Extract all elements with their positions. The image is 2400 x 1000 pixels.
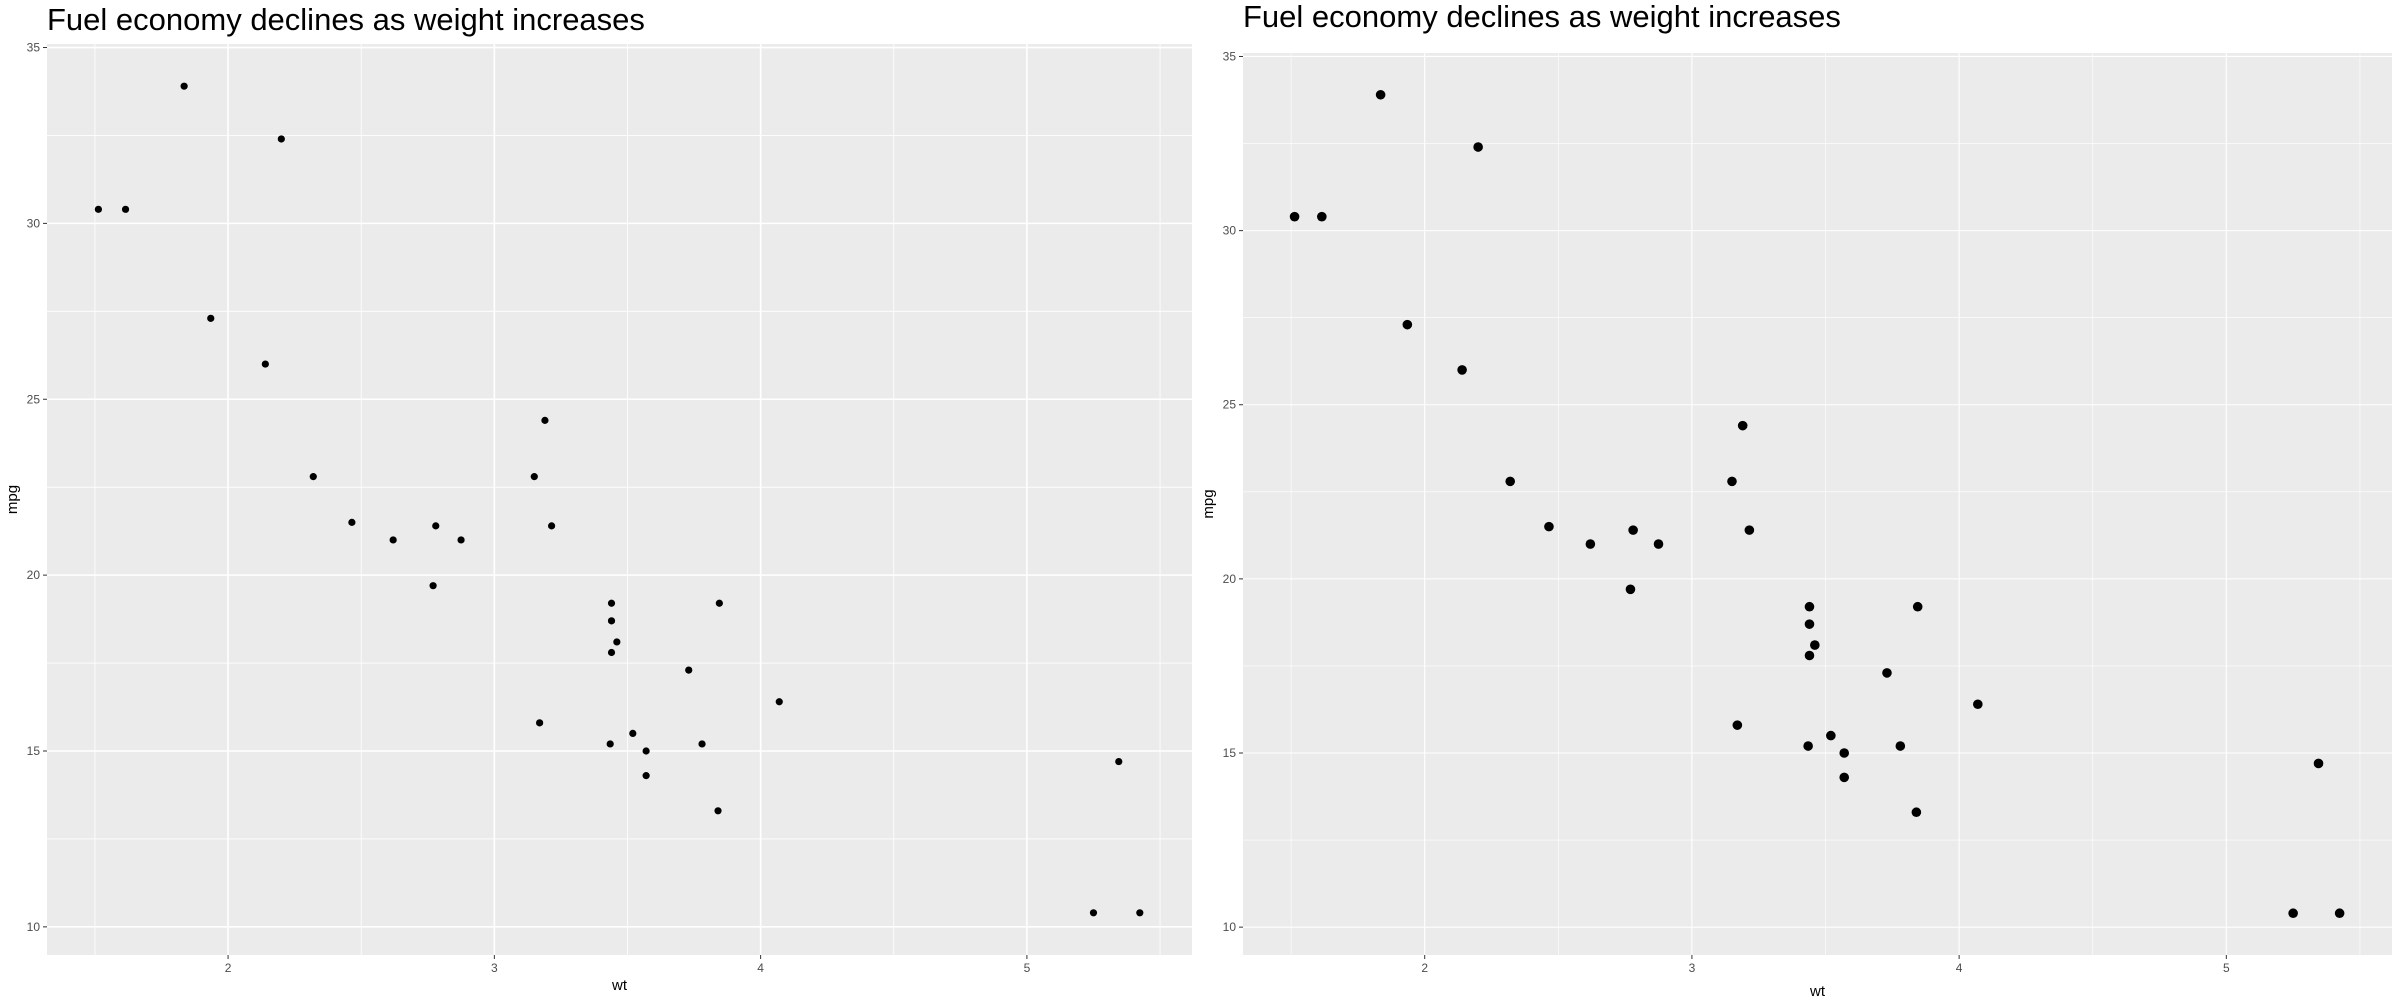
left-data-point [1089, 909, 1098, 917]
right-data-point [1628, 525, 1638, 535]
right-y-axis-label: mpg [1200, 489, 1217, 518]
right-data-point [1911, 807, 1922, 818]
left-data-point [429, 582, 437, 590]
left-data-point [715, 599, 723, 607]
right-data-point [1810, 640, 1820, 650]
right-chart-title: Fuel economy declines as weight increase… [1243, 0, 1841, 34]
left-data-point [261, 360, 269, 368]
left-x-tick-label: 2 [225, 961, 232, 975]
right-data-point [1737, 420, 1748, 431]
left-data-point [642, 772, 650, 780]
right-data-point [1826, 730, 1836, 741]
left-data-point [714, 807, 722, 815]
left-data-point [613, 638, 621, 646]
right-data-point [1744, 525, 1755, 535]
left-data-point [348, 518, 356, 526]
right-data-point [1402, 319, 1413, 330]
right-chart-svg: Fuel economy declines as weight increase… [1200, 0, 2392, 1000]
right-data-point [1839, 772, 1850, 783]
right-data-point [1727, 476, 1737, 487]
left-data-point [629, 729, 637, 738]
right-data-point [1803, 741, 1813, 751]
left-x-tick-label: 5 [1024, 961, 1031, 975]
left-data-point [121, 205, 130, 213]
left-data-point [207, 314, 215, 322]
right-y-tick-label: 25 [1223, 398, 1237, 412]
left-y-tick-label: 35 [27, 41, 41, 55]
right-data-point [2313, 758, 2324, 769]
right-data-point [1804, 619, 1815, 629]
left-data-point [536, 719, 544, 727]
left-x-tick-label: 4 [757, 961, 764, 975]
left-plot-panel [47, 44, 1192, 955]
left-data-point [607, 648, 616, 657]
right-data-point [1473, 142, 1483, 152]
right-data-point [1317, 211, 1327, 222]
left-data-point [277, 135, 285, 143]
left-y-tick-label: 15 [27, 744, 41, 758]
right-data-point [2334, 908, 2345, 919]
right-y-tick-label: 30 [1223, 224, 1237, 238]
left-data-point [606, 740, 614, 748]
right-data-point [1839, 748, 1850, 758]
right-x-axis-label: wt [1809, 983, 1826, 1000]
right-x-tick-label: 3 [1689, 961, 1696, 975]
left-scatter-chart: Fuel economy declines as weight increase… [4, 2, 1192, 994]
right-data-point [1912, 601, 1923, 612]
right-data-point [1732, 720, 1743, 730]
right-data-point [1375, 89, 1386, 100]
right-y-tick-label: 15 [1223, 746, 1237, 760]
right-x-tick-label: 4 [1956, 961, 1963, 975]
right-data-point [1544, 521, 1554, 532]
right-data-point [1505, 476, 1516, 487]
left-data-point [698, 740, 706, 748]
right-data-point [1882, 668, 1892, 678]
left-data-point [457, 536, 465, 544]
right-data-point [1457, 365, 1467, 375]
right-data-point [1289, 211, 1300, 222]
right-data-point [1625, 584, 1636, 595]
left-data-point [530, 473, 538, 481]
left-y-tick-label: 20 [27, 568, 41, 582]
left-y-axis-label: mpg [4, 485, 21, 514]
left-data-point [94, 205, 102, 213]
right-x-tick-label: 2 [1421, 961, 1428, 975]
left-data-point [180, 82, 188, 90]
left-data-point [607, 599, 616, 607]
right-data-point [1804, 601, 1815, 612]
left-x-axis-label: wt [611, 977, 628, 994]
left-data-point [432, 522, 440, 530]
left-data-point [547, 522, 556, 530]
left-x-tick-label: 3 [491, 961, 498, 975]
left-y-tick-label: 30 [27, 216, 41, 230]
right-data-point [1804, 650, 1815, 661]
left-y-tick-label: 10 [27, 920, 41, 934]
right-data-point [1973, 699, 1983, 710]
left-data-point [309, 473, 317, 481]
left-data-point [607, 617, 616, 625]
right-data-point [1653, 539, 1664, 549]
right-plot-panel [1243, 53, 2392, 955]
right-data-point [1895, 741, 1906, 751]
right-data-point [1585, 539, 1596, 549]
left-chart-title: Fuel economy declines as weight increase… [47, 2, 645, 37]
left-data-point [642, 747, 650, 755]
left-data-point [685, 666, 693, 674]
right-y-tick-label: 20 [1223, 572, 1237, 586]
right-data-point [2288, 908, 2298, 919]
right-scatter-chart: Fuel economy declines as weight increase… [1200, 0, 2400, 1000]
left-data-point [389, 536, 397, 544]
right-y-tick-label: 10 [1223, 920, 1237, 934]
right-y-tick-label: 35 [1223, 49, 1237, 63]
left-chart-svg: Fuel economy declines as weight increase… [4, 2, 1192, 994]
left-data-point [1136, 909, 1144, 917]
right-x-tick-label: 5 [2223, 961, 2230, 975]
left-data-point [1115, 757, 1123, 766]
left-data-point [775, 698, 783, 706]
left-data-point [541, 416, 549, 424]
left-y-tick-label: 25 [27, 392, 41, 406]
